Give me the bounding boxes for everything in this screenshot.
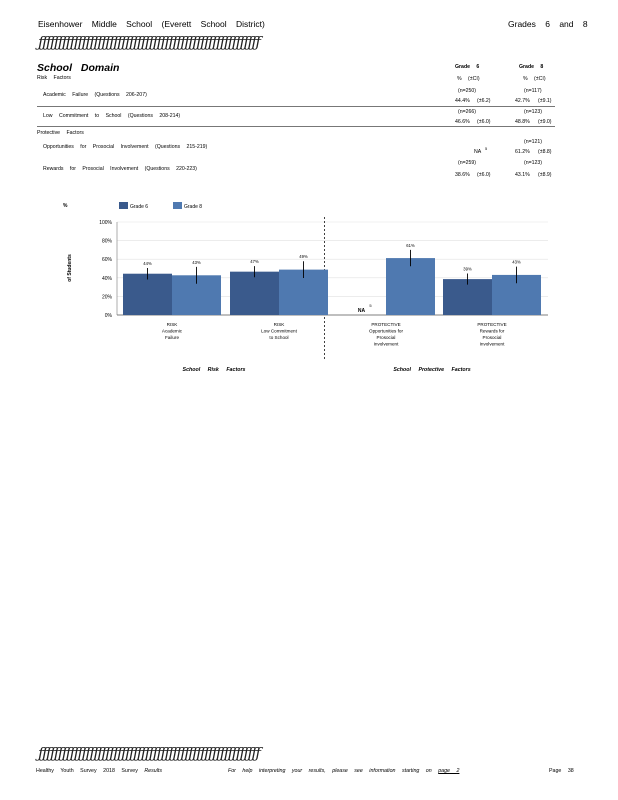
bar-value-label: 61% [406, 243, 415, 248]
bar [230, 271, 279, 315]
bar [123, 273, 172, 315]
footer-rule: ƒƒƒƒƒƒƒƒƒƒƒƒƒƒƒƒƒƒƒƒƒƒƒƒƒƒƒƒƒƒƒƒƒƒƒƒƒƒƒƒ… [38, 744, 261, 762]
y-tick-label: 40% [102, 276, 113, 282]
y-tick-label: 100% [99, 220, 112, 226]
bar-na-label: NA [358, 308, 366, 314]
row1-divider [37, 106, 555, 107]
category-label: PROTECTIVE [477, 322, 506, 327]
y-axis-label-top: % [63, 203, 68, 209]
row2-ci8: (±9.0) [538, 119, 552, 125]
legend-label: Grade 6 [130, 204, 148, 210]
row3-v8: 61.2% [515, 149, 530, 155]
grades-label: Grades 6 and 8 [508, 19, 588, 29]
footer-help-page-num: 2 [456, 768, 460, 774]
footer-help-text: For help interpreting your results, plea… [228, 768, 432, 774]
row2-divider [37, 126, 555, 127]
row2-label: Low Commitment to School (Questions 208-… [43, 113, 181, 119]
col-grade8-sub: % (±CI) [523, 76, 546, 82]
footer-survey: Healthy Youth Survey 2018 Survey Results [36, 768, 162, 774]
y-tick-label: 0% [105, 313, 113, 319]
footer-page: Page 38 [549, 768, 574, 774]
row1-v6: 44.4% [455, 98, 470, 104]
legend-swatch [173, 202, 182, 209]
col-grade6-sub: % (±CI) [457, 76, 480, 82]
category-label: Academic [162, 329, 183, 334]
risk-factors-heading: Risk Factors [37, 75, 71, 81]
footer-survey-name: Healthy Youth Survey 2018 Survey [36, 768, 138, 774]
row1-ci8: (±9.1) [538, 98, 552, 104]
footer-help: For help interpreting your results, plea… [228, 768, 459, 774]
group-label: School Risk Factors [183, 367, 246, 373]
y-axis-label: of Students [67, 254, 73, 282]
category-label: Prosocial [483, 335, 502, 340]
row4-ci6: (±6.0) [477, 172, 491, 178]
col-grade6-header: Grade 6 [455, 64, 480, 70]
y-tick-label: 20% [102, 294, 113, 300]
footer-results: Results [144, 768, 163, 774]
row4-v6: 38.6% [455, 172, 470, 178]
col-grade8-header: Grade 8 [519, 64, 544, 70]
legend-label: Grade 8 [184, 204, 202, 210]
row2-v6: 46.6% [455, 119, 470, 125]
bar [386, 258, 435, 315]
row3-ci8: (±8.8) [538, 149, 552, 155]
row1-n6: (n=250) [458, 88, 477, 94]
row3-label: Opportunities for Prosocial Involvement … [43, 144, 208, 150]
category-label: Involvement [480, 342, 505, 347]
row3-v6: NA [474, 149, 482, 155]
bar [443, 279, 492, 315]
category-label: Opportunities for [369, 329, 403, 334]
y-tick-label: 80% [102, 239, 113, 245]
category-label: RISK [167, 322, 179, 327]
row4-label: Rewards for Prosocial Involvement (Quest… [43, 166, 197, 172]
bar-value-label: 39% [463, 267, 472, 272]
row2-ci6: (±6.0) [477, 119, 491, 125]
row4-n6: (n=259) [458, 160, 477, 166]
row1-v8: 42.7% [515, 98, 530, 104]
row2-n6: (n=266) [458, 109, 477, 115]
row3-note6: 5 [485, 146, 488, 151]
category-label: RISK [274, 322, 286, 327]
bar-value-label: 49% [299, 254, 308, 259]
row1-label: Academic Failure (Questions 206-207) [43, 92, 147, 98]
bar-na-note: 5 [369, 303, 372, 308]
row1-n8: (n=117) [524, 88, 542, 94]
row2-v8: 48.8% [515, 119, 530, 125]
school-name: Eisenhower Middle School (Everett School… [38, 19, 265, 29]
row3-n8: (n=121) [524, 139, 543, 145]
bar-value-label: 43% [512, 260, 521, 265]
category-label: to School [269, 335, 288, 340]
legend-swatch [119, 202, 128, 209]
bar-value-label: 44% [143, 261, 152, 266]
row1-ci6: (±6.2) [477, 98, 491, 104]
footer-page-label: Page [549, 768, 562, 774]
category-label: Rewards for [480, 329, 505, 334]
group-label: School Protective Factors [393, 367, 470, 373]
footer-help-page-word: page [438, 768, 450, 774]
bar-value-label: 47% [250, 259, 259, 264]
category-label: Prosocial [377, 335, 396, 340]
row4-v8: 43.1% [515, 172, 530, 178]
row4-ci8: (±8.9) [538, 172, 552, 178]
header-rule: ƒƒƒƒƒƒƒƒƒƒƒƒƒƒƒƒƒƒƒƒƒƒƒƒƒƒƒƒƒƒƒƒƒƒƒƒƒƒƒƒ… [38, 33, 261, 51]
y-tick-label: 60% [102, 257, 113, 263]
protective-factors-heading: Protective Factors [37, 130, 84, 136]
footer-help-page-link[interactable]: page 2 [438, 768, 459, 774]
category-label: Failure [165, 335, 179, 340]
school-domain-chart: 0% 20% 40% 60% 80% 100%% of Students Grade 6 Gra… [63, 202, 548, 373]
domain-title: School Domain [37, 62, 120, 74]
category-label: Involvement [374, 342, 399, 347]
category-label: PROTECTIVE [371, 322, 400, 327]
row2-n8: (n=123) [524, 109, 543, 115]
footer-page-number: 38 [567, 768, 574, 774]
bar-value-label: 43% [192, 260, 201, 265]
row4-n8: (n=123) [524, 160, 543, 166]
category-label: Low Commitment [261, 329, 297, 334]
